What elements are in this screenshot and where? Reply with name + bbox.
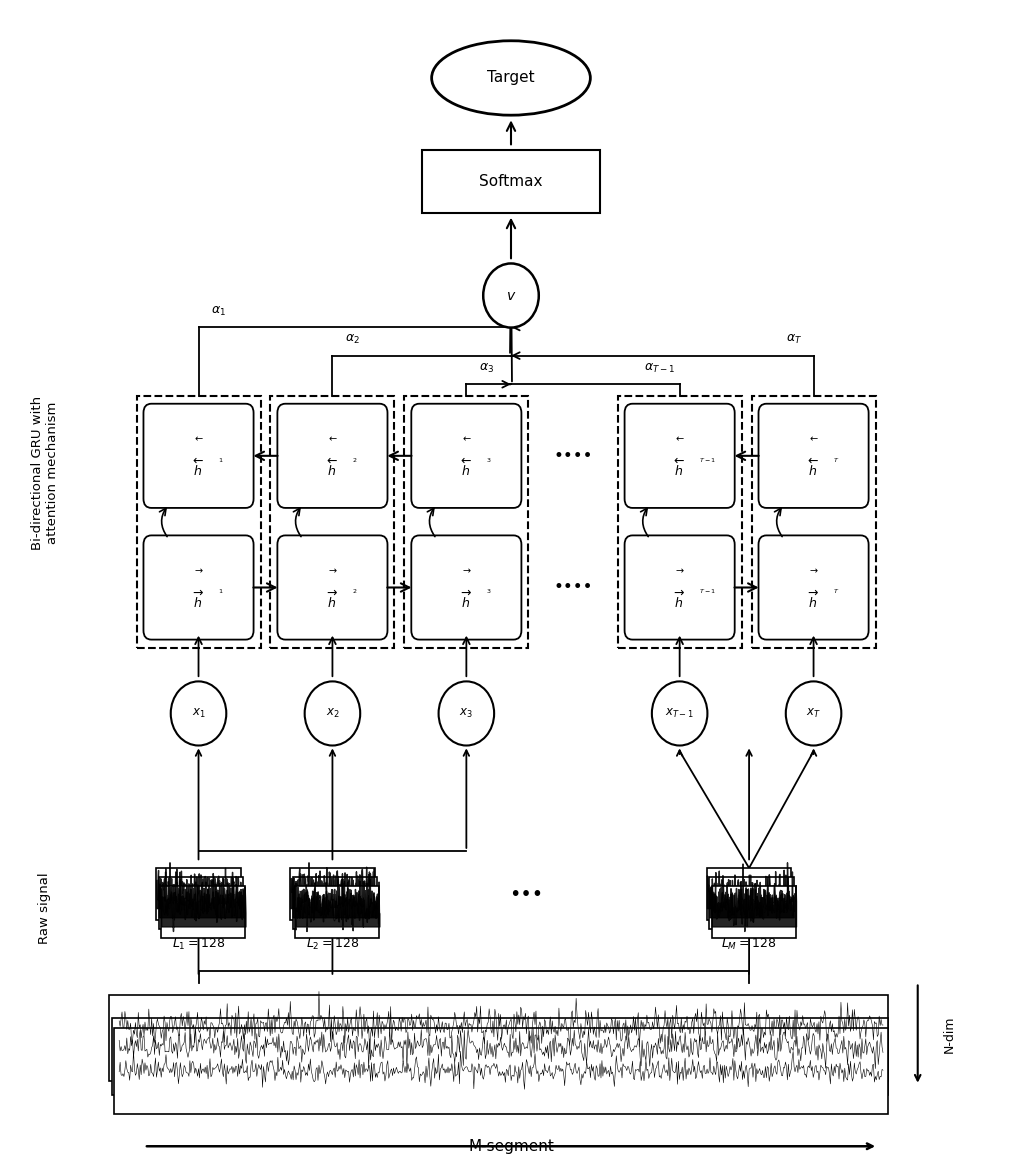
Bar	[290, 868, 375, 920]
Text: $\overleftarrow{h}$: $\overleftarrow{h}$	[808, 458, 820, 479]
Bar	[137, 396, 261, 647]
Circle shape	[305, 682, 360, 745]
Text: $L_2=128$: $L_2=128$	[306, 936, 359, 952]
Bar	[156, 868, 240, 920]
Text: $\alpha_2$: $\alpha_2$	[344, 334, 360, 347]
Text: $\leftarrow$: $\leftarrow$	[193, 434, 204, 444]
Bar	[711, 886, 796, 938]
Bar	[295, 886, 379, 938]
Bar	[114, 1028, 888, 1114]
Bar	[405, 396, 528, 647]
Circle shape	[171, 682, 226, 745]
Text: $v$: $v$	[506, 289, 516, 302]
FancyBboxPatch shape	[277, 404, 387, 508]
Text: $_2$: $_2$	[353, 588, 358, 596]
Bar	[422, 149, 600, 213]
Bar	[111, 1018, 888, 1095]
Text: $\rightarrow$: $\rightarrow$	[327, 565, 338, 576]
Text: $\leftarrow$: $\leftarrow$	[807, 434, 820, 444]
Text: $\leftarrow$: $\leftarrow$	[673, 434, 686, 444]
Bar	[292, 878, 377, 928]
Text: $\overrightarrow{h}$: $\overrightarrow{h}$	[808, 590, 819, 611]
Text: $x_3$: $x_3$	[460, 707, 473, 720]
Circle shape	[483, 263, 539, 328]
Text: N-dim: N-dim	[942, 1015, 956, 1053]
Text: $_3$: $_3$	[486, 588, 492, 596]
Text: Target: Target	[487, 70, 535, 86]
Text: $_{T-1}$: $_{T-1}$	[699, 588, 716, 596]
FancyBboxPatch shape	[624, 404, 735, 508]
Text: $\overrightarrow{h}$: $\overrightarrow{h}$	[327, 590, 338, 611]
FancyBboxPatch shape	[758, 536, 869, 639]
Bar	[158, 878, 243, 928]
Text: $\leftarrow$: $\leftarrow$	[461, 434, 472, 444]
Text: $_T$: $_T$	[833, 456, 840, 464]
Text: •••: •••	[509, 885, 543, 904]
Text: $x_2$: $x_2$	[326, 707, 339, 720]
Text: $\alpha_T$: $\alpha_T$	[786, 334, 802, 347]
Text: Bi-directional GRU with
attention mechanism: Bi-directional GRU with attention mechan…	[31, 396, 58, 550]
Ellipse shape	[431, 41, 591, 115]
Text: $L_1=128$: $L_1=128$	[172, 936, 225, 952]
Circle shape	[786, 682, 841, 745]
Text: $\alpha_{T-1}$: $\alpha_{T-1}$	[644, 362, 676, 375]
Text: $\rightarrow$: $\rightarrow$	[193, 565, 204, 576]
Text: $_1$: $_1$	[219, 456, 224, 464]
FancyBboxPatch shape	[411, 536, 521, 639]
Bar	[709, 878, 794, 928]
Text: $\overrightarrow{h}$: $\overrightarrow{h}$	[675, 590, 685, 611]
FancyBboxPatch shape	[411, 404, 521, 508]
FancyBboxPatch shape	[143, 536, 253, 639]
Text: $\overleftarrow{h}$: $\overleftarrow{h}$	[675, 458, 685, 479]
Text: $\leftarrow$: $\leftarrow$	[327, 434, 338, 444]
Text: $_2$: $_2$	[353, 456, 358, 464]
Text: $_T$: $_T$	[833, 588, 840, 596]
Bar	[707, 868, 791, 920]
Text: $\overleftarrow{h}$: $\overleftarrow{h}$	[327, 458, 338, 479]
Text: $x_1$: $x_1$	[192, 707, 205, 720]
Text: Raw signal: Raw signal	[38, 872, 51, 944]
Text: ••••: ••••	[553, 446, 593, 465]
Text: $x_{T-1}$: $x_{T-1}$	[665, 707, 694, 720]
Text: $_3$: $_3$	[486, 456, 492, 464]
Text: $\overleftarrow{h}$: $\overleftarrow{h}$	[193, 458, 204, 479]
Text: $\alpha_1$: $\alpha_1$	[211, 304, 226, 318]
Bar	[109, 995, 888, 1081]
Bar	[751, 396, 876, 647]
Text: $_{T-1}$: $_{T-1}$	[699, 456, 716, 464]
Text: $\rightarrow$: $\rightarrow$	[807, 565, 820, 576]
Text: $\rightarrow$: $\rightarrow$	[673, 565, 686, 576]
Bar	[271, 396, 394, 647]
FancyBboxPatch shape	[624, 536, 735, 639]
Text: M-segment: M-segment	[468, 1140, 554, 1154]
Text: $\overleftarrow{h}$: $\overleftarrow{h}$	[461, 458, 472, 479]
FancyBboxPatch shape	[758, 404, 869, 508]
Text: $\alpha_3$: $\alpha_3$	[478, 362, 494, 375]
Text: $\overrightarrow{h}$: $\overrightarrow{h}$	[193, 590, 204, 611]
Text: $\rightarrow$: $\rightarrow$	[461, 565, 472, 576]
Text: $x_T$: $x_T$	[806, 707, 821, 720]
Text: ••••: ••••	[553, 578, 593, 597]
Text: $_1$: $_1$	[219, 588, 224, 596]
Text: Softmax: Softmax	[479, 174, 543, 188]
Bar	[617, 396, 742, 647]
Bar	[161, 886, 245, 938]
Circle shape	[652, 682, 707, 745]
FancyBboxPatch shape	[143, 404, 253, 508]
Text: $\overrightarrow{h}$: $\overrightarrow{h}$	[461, 590, 472, 611]
Text: $L_M=128$: $L_M=128$	[722, 936, 777, 952]
Circle shape	[438, 682, 494, 745]
FancyBboxPatch shape	[277, 536, 387, 639]
